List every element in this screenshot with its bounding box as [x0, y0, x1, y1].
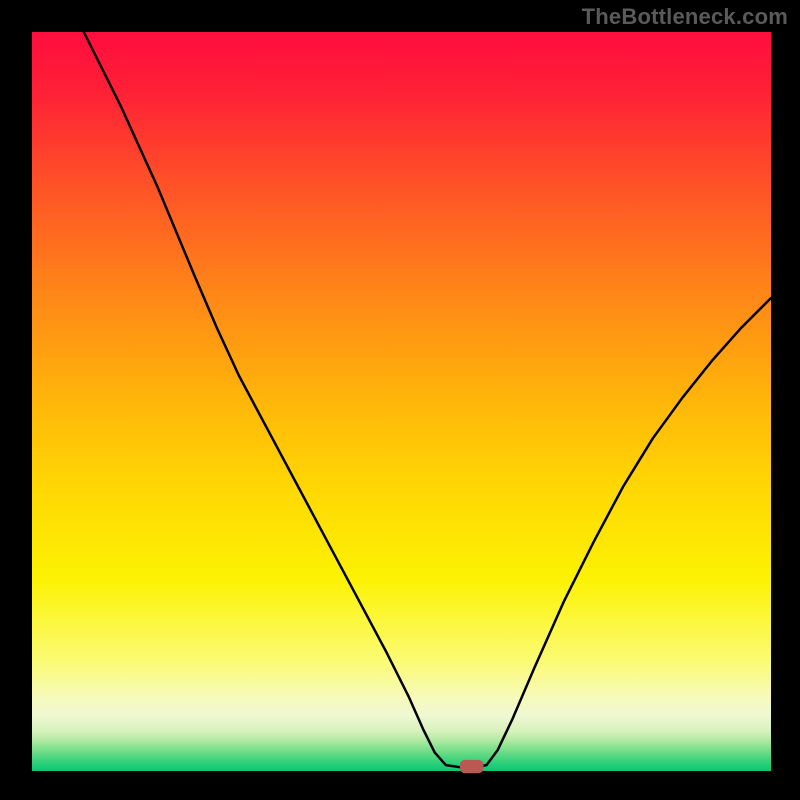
chart-plot-area [32, 32, 771, 771]
optimum-marker [460, 760, 484, 773]
bottleneck-chart [0, 0, 800, 800]
